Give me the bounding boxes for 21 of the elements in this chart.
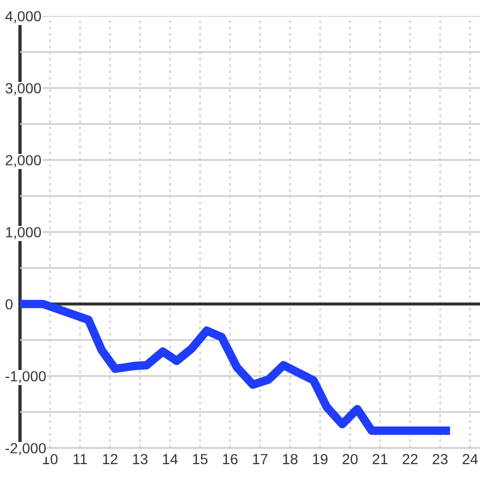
y-tick-label: 1,000 (6, 227, 41, 240)
x-tick-label: 19 (313, 454, 328, 464)
y-tick-label: -1,000 (6, 371, 46, 384)
y-tick-label: 4,000 (5, 11, 41, 24)
y-tick-label: -2,000 (6, 443, 46, 456)
x-tick-label: 15 (193, 454, 208, 464)
x-tick-label: 20 (342, 454, 358, 464)
y-tick-label: 0 (6, 299, 13, 310)
y-tick-label: 3,000 (6, 83, 41, 96)
x-tick-label: 16 (223, 454, 238, 464)
x-tick-label: 14 (163, 454, 178, 464)
x-tick-label: 11 (74, 454, 87, 464)
x-tick-label: 13 (133, 454, 148, 464)
x-tick-label: 22 (402, 454, 418, 464)
x-tick-label: 23 (432, 454, 448, 464)
x-tick-label: 17 (253, 454, 268, 464)
x-tick-label: 24 (462, 454, 478, 464)
x-tick-label: 21 (372, 454, 388, 464)
x-tick-label: 18 (283, 454, 298, 464)
y-tick-label: 2,000 (6, 155, 41, 168)
x-tick-label: 12 (103, 454, 118, 464)
